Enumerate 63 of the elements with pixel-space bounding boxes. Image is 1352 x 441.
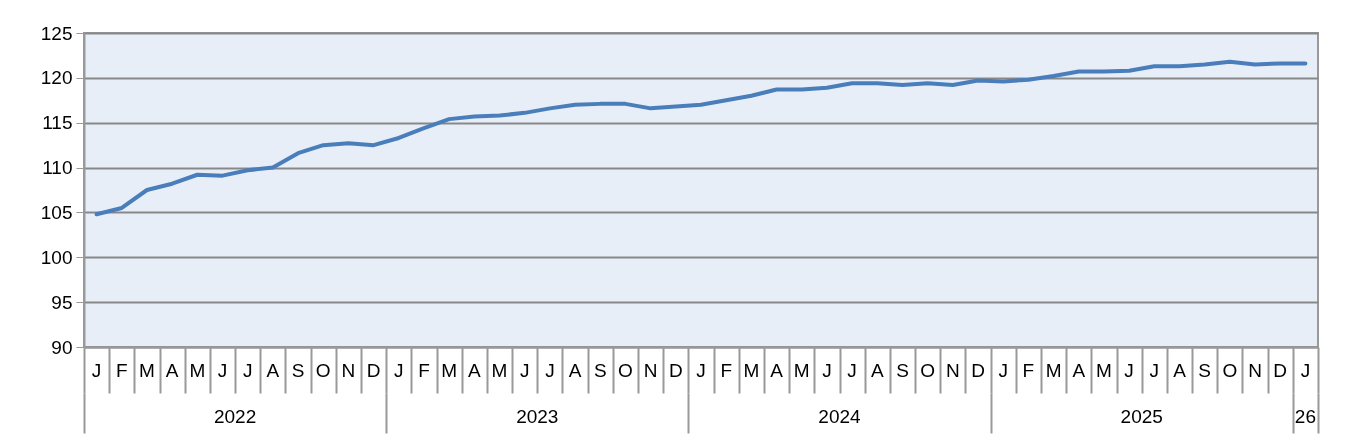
x-tick-label: N [945, 360, 960, 381]
x-tick-label: F [115, 360, 128, 381]
x-tick-label: M [1045, 360, 1062, 381]
x-tick-label: F [418, 360, 430, 381]
x-tick-label: A [568, 360, 582, 381]
x-tick-label: N [341, 360, 356, 381]
x-tick-label: J [91, 360, 102, 381]
y-tick-label: 95 [51, 291, 73, 313]
x-tick-label: J [1149, 360, 1160, 381]
y-tick-label: 100 [40, 246, 73, 268]
x-tick-label: M [189, 360, 206, 381]
x-tick-label: S [291, 360, 305, 381]
text: 26 [1294, 406, 1316, 427]
x-tick-label: J [847, 360, 857, 381]
x-tick-label: O [920, 360, 936, 381]
x-tick-label: A [1173, 360, 1187, 381]
text: 2022 [213, 406, 257, 427]
x-tick-label: O [618, 360, 633, 381]
x-tick-label: J [242, 360, 253, 381]
x-tick-label: J [545, 360, 555, 381]
x-tick-label: O [315, 360, 331, 381]
x-tick-label: M [441, 360, 458, 381]
y-tick-label: 105 [40, 201, 73, 223]
text: 2025 [1120, 406, 1163, 427]
x-tick-label: F [1022, 360, 1035, 381]
line-series [94, 59, 1308, 217]
x-tick-label: M [743, 360, 760, 381]
y-tick-label: 125 [40, 22, 73, 44]
x-tick-label: A [1072, 360, 1086, 381]
x-tick-label: O [1222, 360, 1238, 381]
x-tick-label: D [668, 360, 683, 381]
x-tick-label: S [896, 360, 909, 381]
y-tick-label: 110 [42, 157, 73, 179]
x-tick-label: N [1248, 360, 1262, 381]
x-tick-label: M [793, 360, 810, 381]
x-tick-label: J [1300, 360, 1311, 381]
x-tick-label: J [394, 360, 404, 381]
x-tick-label: A [770, 360, 784, 381]
x-tick-label: S [1198, 360, 1212, 381]
x-tick-label: A [165, 360, 179, 381]
x-tick-label: J [1124, 360, 1134, 381]
x-tick-label: A [870, 360, 884, 381]
y-tick-label: 120 [40, 67, 73, 89]
x-tick-label: D [1273, 360, 1288, 381]
x-tick-label: D [971, 360, 985, 381]
x-tick-label: J [998, 360, 1008, 381]
x-tick-label: J [519, 360, 530, 381]
x-tick-label: M [491, 360, 508, 381]
x-tick-label: M [139, 360, 155, 381]
text: 2023 [516, 406, 559, 427]
y-tick-label: 90 [51, 336, 73, 358]
x-tick-label: D [366, 360, 381, 381]
x-tick-label: M [1096, 360, 1112, 381]
x-tick-label: F [720, 360, 732, 381]
x-tick-label: J [217, 360, 228, 381]
y-tick-label: 115 [42, 112, 73, 134]
x-tick-label: J [696, 360, 706, 381]
x-tick-label: S [593, 360, 607, 381]
x-tick-label: A [266, 360, 280, 381]
x-tick-label: A [468, 360, 481, 381]
text: 2024 [818, 406, 862, 427]
x-tick-label: J [822, 360, 832, 381]
x-tick-label: N [643, 360, 658, 381]
